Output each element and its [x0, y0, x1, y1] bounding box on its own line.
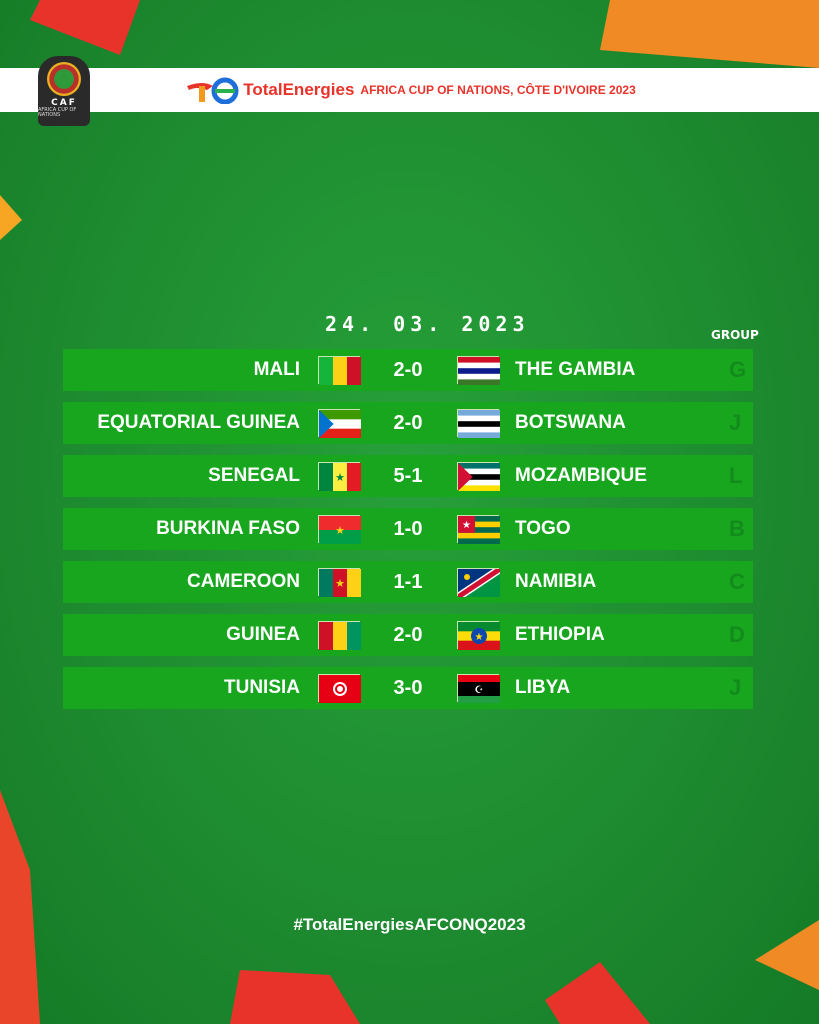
match-date: 24. 03. 2023	[325, 312, 530, 336]
home-team: GUINEA	[226, 624, 300, 645]
svg-text:★: ★	[462, 520, 471, 531]
away-team: NAMIBIA	[515, 571, 597, 592]
score: 5-1	[393, 464, 423, 487]
away-team: LIBYA	[515, 677, 571, 698]
away-team: THE GAMBIA	[515, 359, 636, 380]
caf-logo: CAF AFRICA CUP OF NATIONS	[38, 56, 90, 126]
afcon-ball-icon	[47, 62, 81, 96]
home-team: EQUATORIAL GUINEA	[97, 412, 300, 433]
match-row: GUINEA 2-0 ★ ETHIOPIA D	[63, 614, 753, 656]
match-row: SENEGAL ★ 5-1 MOZAMBIQUE L	[63, 455, 753, 497]
away-team: MOZAMBIQUE	[515, 465, 647, 486]
away-flag-icon: ★	[457, 515, 500, 544]
group-column-header: GROUP	[711, 328, 759, 342]
home-team: TUNISIA	[224, 677, 300, 698]
svg-text:★: ★	[475, 632, 484, 643]
svg-text:★: ★	[335, 577, 345, 590]
away-flag-icon	[457, 462, 500, 491]
match-row: BURKINA FASO ★ 1-0 ★ TOGO B	[63, 508, 753, 550]
home-flag-icon	[318, 674, 361, 703]
score: 2-0	[393, 358, 423, 381]
away-team: ETHIOPIA	[515, 624, 605, 645]
score: 2-0	[393, 411, 423, 434]
totalenergies-logo-icon	[187, 77, 239, 104]
svg-text:☪: ☪	[475, 685, 484, 696]
home-flag-icon: ★	[318, 462, 361, 491]
caf-text: CAF	[51, 98, 77, 108]
match-row: MALI 2-0 THE GAMBIA G	[63, 349, 753, 391]
away-flag-icon	[457, 356, 500, 385]
home-flag-icon	[318, 356, 361, 385]
group-letter: D	[729, 622, 745, 647]
svg-text:★: ★	[335, 471, 345, 484]
home-flag-icon: ★	[318, 568, 361, 597]
group-letter: L	[729, 463, 743, 488]
svg-text:★: ★	[335, 524, 345, 537]
away-flag-icon: ★	[457, 621, 500, 650]
sponsor-banner: TotalEnergies AFRICA CUP OF NATIONS, CÔT…	[0, 68, 819, 112]
group-letter: C	[729, 569, 745, 594]
caf-subtext: AFRICA CUP OF NATIONS	[38, 107, 77, 118]
hashtag: #TotalEnergiesAFCONQ2023	[293, 915, 526, 934]
group-letter: J	[729, 410, 742, 435]
home-team: MALI	[253, 359, 300, 380]
away-flag-icon: ☪	[457, 674, 500, 703]
group-letter: G	[729, 357, 747, 382]
home-flag-icon	[318, 621, 361, 650]
match-row: CAMEROON ★ 1-1 NAMIBIA C	[63, 561, 753, 603]
banner-title: AFRICA CUP OF NATIONS, CÔTE D'IVOIRE 202…	[360, 83, 636, 97]
away-flag-icon	[457, 409, 500, 438]
home-flag-icon	[318, 409, 361, 438]
score: 2-0	[393, 623, 423, 646]
group-letter: B	[729, 516, 745, 541]
home-flag-icon: ★	[318, 515, 361, 544]
match-row: TUNISIA 3-0 ☪ LIBYA J	[63, 667, 753, 709]
home-team: BURKINA FASO	[156, 518, 300, 539]
away-team: BOTSWANA	[515, 412, 626, 433]
away-team: TOGO	[515, 518, 571, 539]
score: 1-1	[393, 570, 423, 593]
totalenergies-logo: TotalEnergies	[183, 76, 354, 104]
home-team: CAMEROON	[187, 571, 300, 592]
score: 1-0	[393, 517, 423, 540]
home-team: SENEGAL	[208, 465, 300, 486]
group-letter: J	[729, 675, 742, 700]
away-flag-icon	[457, 568, 500, 597]
match-row: EQUATORIAL GUINEA 2-0 BOTSWANA J	[63, 402, 753, 444]
brand-name: TotalEnergies	[243, 80, 355, 99]
score: 3-0	[393, 676, 423, 699]
